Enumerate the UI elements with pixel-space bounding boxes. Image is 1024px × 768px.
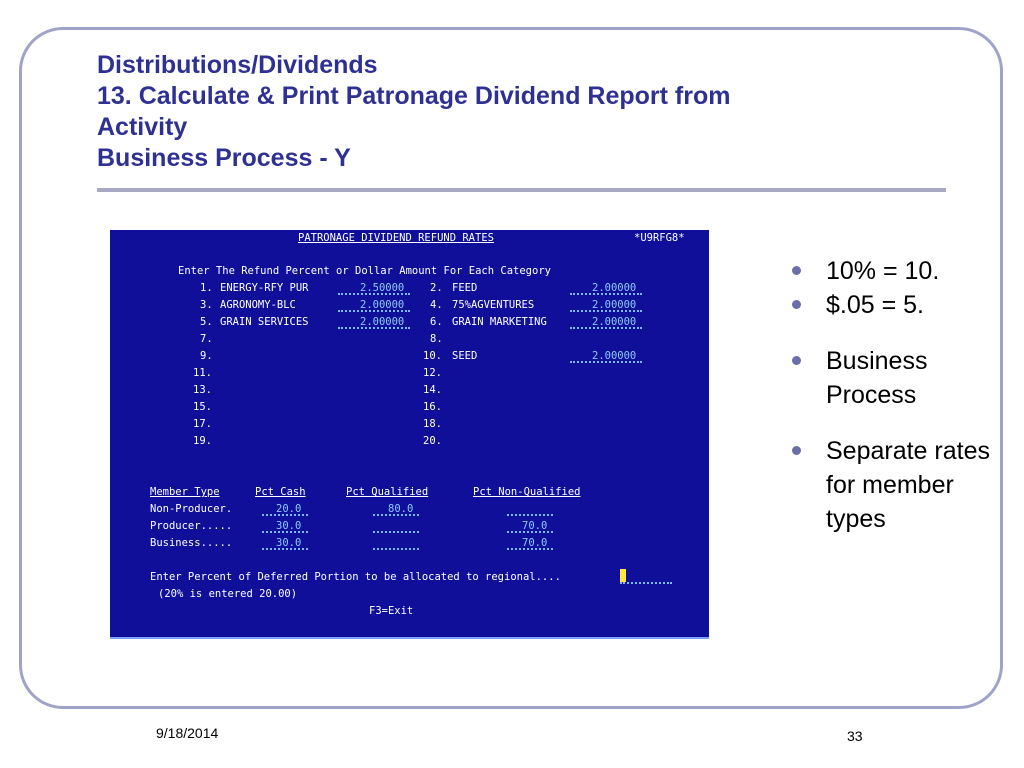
deferred-input[interactable]: [620, 574, 672, 584]
pct-cash-input[interactable]: 30.0: [276, 537, 302, 549]
pct-qualified-header: Pct Qualified: [346, 486, 429, 498]
terminal-screen: PATRONAGE DIVIDEND REFUND RATES *U9RFG8*…: [110, 230, 709, 639]
category-rate-input[interactable]: 2.00000: [360, 299, 405, 311]
input-underline: [507, 540, 553, 550]
input-underline: [373, 523, 419, 533]
category-name: AGRONOMY-BLC: [220, 299, 296, 311]
input-underline: [507, 523, 553, 533]
screen-id: *U9RFG8*: [634, 232, 685, 244]
terminal-instruction: Enter The Refund Percent or Dollar Amoun…: [178, 265, 551, 277]
bullet-item: Separate rates for member types: [790, 434, 990, 536]
category-num: 18.: [423, 418, 442, 430]
category-num: 16.: [423, 401, 442, 413]
text-cursor: [620, 569, 626, 582]
slide-frame: [19, 27, 1003, 709]
category-num: 6.: [430, 316, 443, 328]
bullet-dot-icon: [792, 446, 801, 455]
input-underline: [373, 506, 419, 516]
category-num: 11.: [193, 367, 212, 379]
category-name: GRAIN SERVICES: [220, 316, 309, 328]
exit-key[interactable]: F3=Exit: [369, 605, 414, 617]
category-num: 17.: [193, 418, 212, 430]
bullet-text: 10% = 10.: [826, 257, 940, 285]
category-rate-input[interactable]: 2.00000: [592, 282, 637, 294]
category-num: 7.: [200, 333, 213, 345]
input-underline: [373, 540, 419, 550]
input-underline: [570, 285, 642, 295]
category-num: 13.: [193, 384, 212, 396]
pct-cash-input[interactable]: 20.0: [276, 503, 302, 515]
category-num: 15.: [193, 401, 212, 413]
bullet-dot-icon: [792, 266, 801, 275]
input-underline: [338, 302, 410, 312]
bullet-text: Separate rates for member types: [826, 437, 990, 533]
bullet-text: Business Process: [826, 347, 928, 409]
pct-nonqualified-input[interactable]: 70.0: [522, 537, 548, 549]
terminal-header: PATRONAGE DIVIDEND REFUND RATES: [298, 232, 494, 244]
input-underline: [338, 285, 410, 295]
category-num: 2.: [430, 282, 443, 294]
input-underline: [570, 353, 642, 363]
pct-cash-input[interactable]: 30.0: [276, 520, 302, 532]
member-type-label: Producer.....: [150, 520, 233, 532]
input-underline: [262, 506, 308, 516]
category-num: 5.: [200, 316, 213, 328]
bullet-dot-icon: [792, 300, 801, 309]
category-num: 9.: [200, 350, 213, 362]
deferred-prompt: Enter Percent of Deferred Portion to be …: [150, 571, 561, 583]
category-num: 20.: [423, 435, 442, 447]
category-num: 3.: [200, 299, 213, 311]
member-type-label: Non-Producer.: [150, 503, 233, 515]
title-line-2: 13. Calculate & Print Patronage Dividend…: [97, 82, 731, 110]
page-number: 33: [847, 728, 863, 744]
input-underline: [338, 319, 410, 329]
category-name: GRAIN MARKETING: [452, 316, 547, 328]
category-name: FEED: [452, 282, 478, 294]
footer-date: 9/18/2014: [156, 725, 219, 741]
category-rate-input[interactable]: 2.00000: [592, 350, 637, 362]
input-underline: [507, 506, 553, 516]
category-rate-input[interactable]: 2.00000: [360, 316, 405, 328]
category-rate-input[interactable]: 2.50000: [360, 282, 405, 294]
title-line-1: Distributions/Dividends: [97, 51, 378, 79]
input-underline: [570, 319, 642, 329]
category-name: 75%AGVENTURES: [452, 299, 535, 311]
member-type-label: Business.....: [150, 537, 233, 549]
bullet-item: $.05 = 5.: [790, 288, 990, 322]
title-line-4: Business Process - Y: [97, 144, 351, 172]
bullet-item: 10% = 10.: [790, 254, 990, 288]
deferred-note: (20% is entered 20.00): [158, 588, 298, 600]
slide-title: Distributions/Dividends 13. Calculate & …: [97, 50, 957, 174]
category-rate-input[interactable]: 2.00000: [592, 316, 637, 328]
category-num: 14.: [423, 384, 442, 396]
pct-nonqualified-input[interactable]: 70.0: [522, 520, 548, 532]
title-divider: [97, 188, 946, 192]
pct-cash-header: Pct Cash: [255, 486, 306, 498]
input-underline: [262, 540, 308, 550]
title-line-3: Activity: [97, 113, 188, 141]
category-num: 8.: [430, 333, 443, 345]
bullet-dot-icon: [792, 356, 801, 365]
category-num: 4.: [430, 299, 443, 311]
input-underline: [570, 302, 642, 312]
bullet-list: 10% = 10. $.05 = 5. Business Process Sep…: [790, 254, 990, 536]
pct-qualified-input[interactable]: 80.0: [388, 503, 414, 515]
category-num: 1.: [200, 282, 213, 294]
pct-nonqualified-header: Pct Non-Qualified: [473, 486, 581, 498]
bullet-item: Business Process: [790, 344, 990, 412]
input-underline: [262, 523, 308, 533]
category-num: 10.: [423, 350, 442, 362]
category-name: SEED: [452, 350, 478, 362]
bullet-text: $.05 = 5.: [826, 291, 924, 319]
category-rate-input[interactable]: 2.00000: [592, 299, 637, 311]
category-name: ENERGY-RFY PUR: [220, 282, 309, 294]
terminal-bottom-border: [110, 637, 709, 639]
category-num: 19.: [193, 435, 212, 447]
member-type-header: Member Type: [150, 486, 220, 498]
category-num: 12.: [423, 367, 442, 379]
